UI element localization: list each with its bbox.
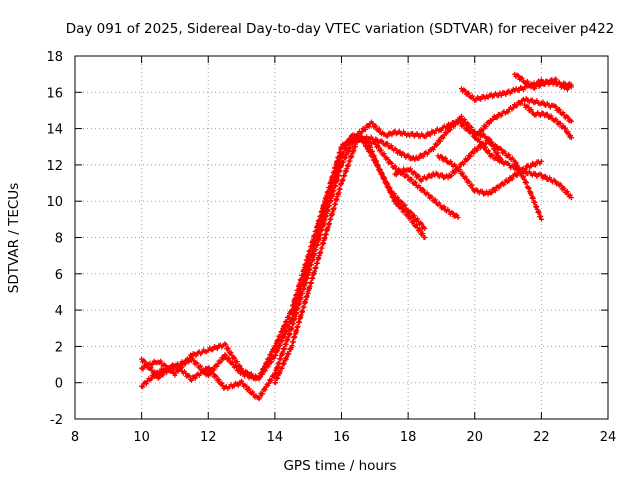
series-markers	[139, 118, 574, 390]
x-tick-label: 24	[600, 430, 617, 445]
series-prn-j	[472, 96, 574, 141]
y-tick-label: 8	[55, 232, 63, 247]
y-tick-label: 18	[46, 50, 63, 65]
series-prn-g	[435, 153, 544, 197]
series-prn-c	[139, 118, 574, 390]
x-tick-label: 16	[333, 430, 350, 445]
x-tick-label: 8	[71, 430, 79, 445]
y-axis-label: SDTVAR / TECUs	[6, 183, 22, 293]
x-tick-label: 14	[267, 430, 284, 445]
y-tick-label: -2	[50, 413, 63, 428]
x-tick-label: 12	[200, 430, 217, 445]
y-tick-label: 4	[55, 304, 63, 319]
y-tick-label: 12	[46, 159, 63, 174]
x-tick-label: 20	[466, 430, 483, 445]
y-tick-label: 10	[46, 195, 63, 210]
series-markers	[472, 96, 574, 141]
x-axis-label: GPS time / hours	[283, 458, 396, 474]
y-tick-label: 2	[55, 340, 63, 355]
series-prn-k	[522, 102, 574, 141]
y-tick-label: 6	[55, 268, 63, 283]
y-tick-label: 14	[46, 123, 63, 138]
x-tick-label: 18	[400, 430, 417, 445]
series-markers	[435, 153, 544, 197]
x-tick-label: 22	[533, 430, 550, 445]
series-markers	[512, 71, 574, 92]
chart-title: Day 091 of 2025, Sidereal Day-to-day VTE…	[66, 21, 615, 37]
series-prn-i	[512, 71, 574, 92]
y-tick-label: 16	[46, 86, 63, 101]
data-series	[139, 71, 574, 402]
series-markers	[522, 102, 574, 141]
y-tick-label: 0	[55, 377, 63, 392]
x-tick-label: 10	[133, 430, 150, 445]
